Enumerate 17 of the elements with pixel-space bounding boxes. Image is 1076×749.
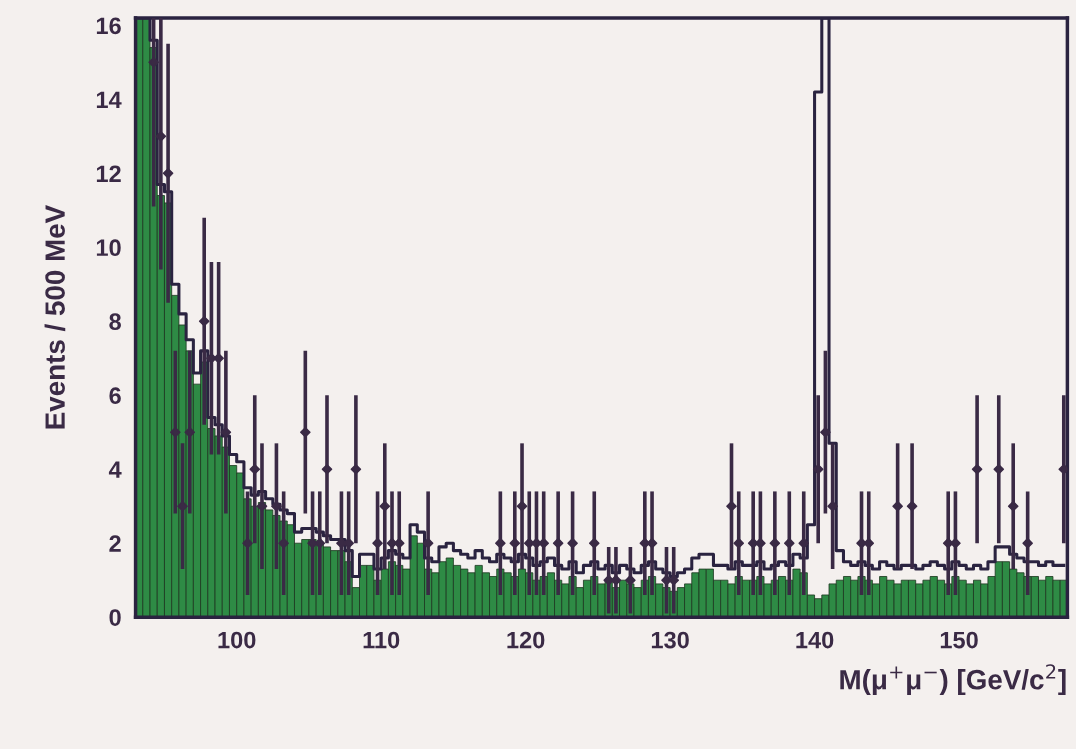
y-axis-title: Events / 500 MeV	[44, 205, 66, 429]
x-tick-label: 100	[218, 631, 256, 649]
y-tick-label: 14	[96, 91, 122, 108]
x-tick-label: 110	[363, 631, 400, 649]
y-tick-label: 16	[96, 17, 121, 35]
y-tick-label: 8	[109, 313, 121, 331]
y-tick-label: 6	[109, 387, 121, 405]
x-tick-label: 130	[651, 631, 689, 649]
y-tick-label: 12	[96, 165, 121, 182]
x-tick-label: 120	[507, 631, 545, 649]
y-tick-label: 2	[109, 535, 121, 552]
y-tick-label: 4	[108, 461, 122, 478]
y-tick-label: 10	[96, 239, 121, 257]
y-tick-label: 0	[109, 609, 121, 626]
x-axis-title: M(μ$^{+}$μ$^{−}$) [GeV/c$^{2}$]	[840, 664, 1066, 696]
x-tick-label: 150	[940, 631, 978, 649]
x-tick-label: 140	[796, 631, 834, 649]
